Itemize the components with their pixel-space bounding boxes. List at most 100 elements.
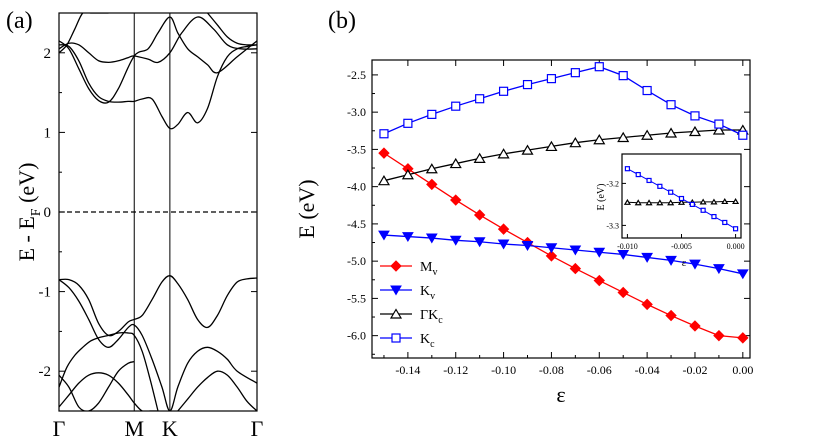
legend-label-main: K [420,284,430,299]
series-line [383,152,743,339]
inset-y-tick-label: -3.2 [606,179,619,188]
data-point [427,109,437,119]
data-point [449,235,462,246]
data-point [642,85,652,96]
data-point [473,209,486,221]
panel-b-y-tick-label: -6.0 [347,329,366,343]
data-point [378,147,390,159]
data-point [450,194,462,206]
data-point [497,239,510,250]
data-point [736,269,749,280]
inset-data-point [646,177,652,184]
data-point [521,241,534,251]
legend-label-sub: c [438,315,443,326]
panel-b-x-tick-label: -0.06 [587,363,612,377]
data-point [545,243,558,254]
data-point [641,252,654,263]
band-vb1 [59,275,257,337]
legend-label-sub: v [432,267,437,278]
panel-a-y-tick-label: -1 [39,285,52,301]
panel-b-y-tick-label: -5.0 [347,254,366,268]
panel-a-ylabel-sub: F [29,208,44,216]
inset-data-point [699,198,707,205]
data-point [425,233,438,244]
inset-data-point [710,198,718,205]
legend-label: Kc [420,332,435,350]
legend-label-sub: v [430,291,435,302]
legend-label-sub: c [430,339,435,350]
legend-marker [390,260,402,272]
data-point [473,152,486,163]
data-point [665,309,677,322]
data-point [593,274,605,287]
panel-b-y-tick-label: -4.0 [347,180,366,194]
inset-data-point [677,198,686,205]
band-vb3 [59,332,159,411]
data-point [475,94,485,104]
panel-a-ylabel-unit: (eV) [14,163,39,209]
data-point [617,286,629,299]
legend-label: ΓKc [420,308,443,326]
data-point [497,223,510,235]
panel-b-x-tick-label: -0.02 [682,363,707,377]
legend-label: Kv [420,284,435,302]
data-point [451,101,461,111]
inset-data-point [732,198,740,205]
data-point [617,131,630,143]
panel-a-y-tick-label: 0 [44,205,52,221]
panel-b-x-tick-label: -0.12 [443,363,468,377]
series-0 [378,147,749,344]
panel-b-y-tick-label: -5.5 [347,291,366,305]
inset-x-tick-label: -0.010 [617,242,638,251]
data-point [712,124,725,135]
inset-data-point [634,199,642,206]
panel-b-x-tick-label: -0.04 [635,363,660,377]
data-point [402,232,414,243]
inset-data-point [645,199,653,206]
inset-data-point [656,199,664,206]
data-point [641,298,653,311]
data-point [498,86,509,96]
panel-b-x-tick-label: 0.00 [732,363,753,377]
data-point [714,119,724,129]
band-cb4 [59,13,109,54]
series-1 [378,230,749,280]
energy-vs-strain-panel: (b) -0.14 -0.12 -0.10 -0.08 -0.06 -0.04 -0.02 0… [294,8,753,407]
inset-data-point [635,171,641,178]
data-point [378,230,390,241]
data-point [689,320,701,332]
legend-label-main: M [420,260,433,275]
inset-data-point [657,183,663,189]
data-point [425,163,438,174]
data-point [546,74,557,84]
legend-label-main: K [420,332,430,347]
data-point [713,329,725,342]
panel-a-y-axis-title: E - EF (eV) [14,163,44,262]
panel-b-axes-frame [371,59,751,359]
inset-data-point [678,195,685,202]
band-cb5 [206,13,257,46]
inset-chart: -0.010 -0.005 0.000 -3.3 -3.2 ε E (eV) [596,153,745,269]
data-point [570,68,580,78]
band-vb6 [177,370,257,411]
data-point [379,129,389,139]
data-point [666,100,676,110]
inset-data-point [668,189,674,195]
data-point [641,129,654,140]
data-point [618,71,628,81]
panel-a-ylabel-main: E - E [14,216,39,261]
data-point [377,175,391,186]
data-point [737,332,749,344]
inset-data-point [700,207,706,213]
panel-b-x-tick-label: -0.10 [491,363,516,377]
inset-x-axis-title: ε [682,257,687,269]
series-line [383,234,743,275]
data-point [569,262,582,275]
data-point [522,79,533,90]
data-point [617,249,630,260]
data-point [593,134,606,145]
data-point [545,140,558,152]
